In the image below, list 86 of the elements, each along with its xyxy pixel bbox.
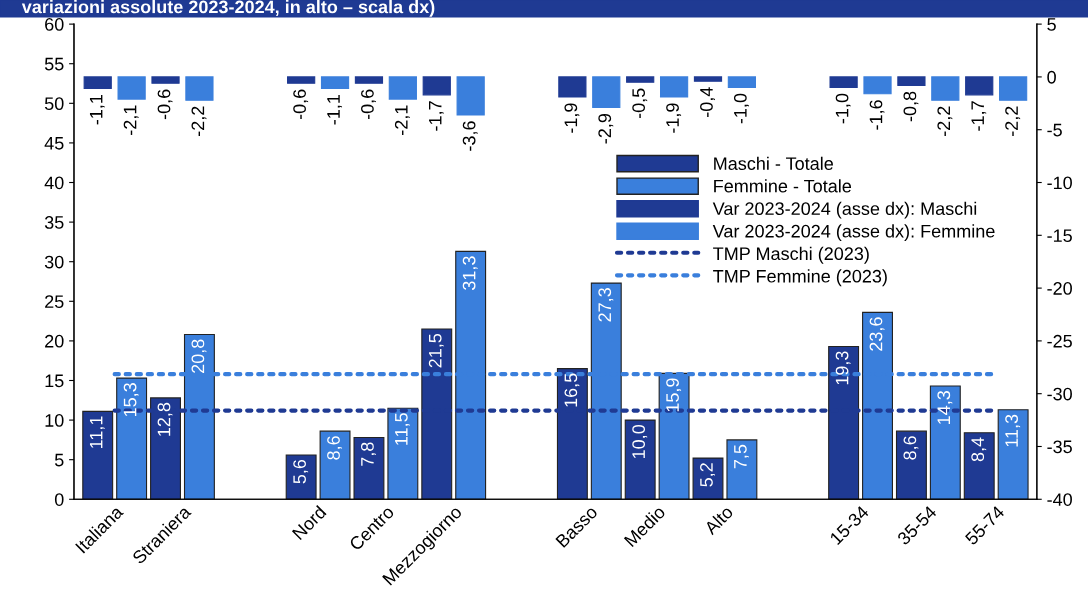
data-label: -2,9 [598,113,614,144]
bar [319,430,351,500]
data-label: 8,4 [971,437,987,462]
data-label: -2,1 [123,105,139,135]
bar [387,407,419,500]
data-label: -0,8 [903,91,919,122]
legend-label: TMP Femmine (2023) [713,269,887,287]
data-label: 27,3 [598,288,614,322]
data-label: 23,6 [869,317,885,351]
y-tick-label: 50 [44,97,64,111]
data-label: 14,3 [937,390,953,424]
data-label: -1,1 [327,94,343,125]
y2-tick-label: -30 [1047,387,1072,401]
y-tick-label: 35 [44,216,64,229]
data-label: -0,5 [632,88,648,119]
data-label: -1,0 [835,93,851,124]
legend-label: Femmine - Totale [714,179,852,193]
y2-tick-label: -15 [1047,229,1072,243]
y-tick-label: 0 [54,493,64,506]
y2-tick-label: 0 [1047,70,1056,84]
data-label: -0,6 [361,89,376,120]
data-label: -2,1 [394,105,410,135]
data-label: -3,6 [462,121,478,151]
data-label: 21,5 [428,333,444,368]
bar [726,439,758,500]
y-tick-label: 25 [45,295,64,309]
data-label: 5,2 [700,463,715,487]
data-label: -0,6 [157,89,173,120]
y-tick-label: 60 [45,18,64,31]
data-label: 15,9 [666,378,682,412]
data-label: 16,5 [564,373,580,407]
y-tick-label: 15 [45,374,64,388]
y-tick-label: 30 [44,255,64,269]
data-label: 5,6 [293,459,309,484]
bar [997,409,1029,500]
data-label: 7,5 [734,444,749,469]
bar [963,432,995,500]
y-tick-label: 20 [45,334,64,348]
data-label: -1,0 [733,93,749,124]
data-label: -1,9 [666,103,682,133]
chart-title: variazioni assolute 2023-2024, in alto – scala dx) [21,0,435,17]
data-label: -2,2 [1005,106,1021,137]
data-label: -0,4 [700,87,715,117]
data-label: 15,3 [123,383,139,417]
y2-tick-label: 5 [1047,18,1056,31]
data-label: 10,0 [632,424,648,459]
y2-tick-label: -35 [1047,440,1072,454]
data-label: -1,9 [564,103,580,133]
data-label: 19,3 [835,351,851,385]
data-label: 7,8 [361,442,376,466]
data-label: 11,3 [1005,414,1021,447]
legend-label: Var 2023-2024 (asse dx): Femmine [712,224,995,242]
y2-tick-label: -25 [1047,334,1072,348]
bar [285,454,317,500]
data-label: -0,6 [293,89,309,120]
y2-tick-label: -5 [1047,123,1062,137]
data-label: -2,2 [191,106,207,137]
legend-label: TMP Maschi (2023) [713,246,869,264]
data-label: 20,8 [191,339,207,373]
data-label: 11,1 [89,416,105,448]
data-label: 8,6 [327,436,343,460]
data-label: 31,3 [462,256,478,291]
x-tick-label: Alto [702,504,734,536]
bar [353,436,385,500]
data-label: 11,5 [395,413,410,445]
data-label: 12,8 [157,402,173,436]
y-tick-label: 55 [44,57,64,71]
y-tick-label: 5 [54,453,64,467]
legend-label: Var 2023-2024 (asse dx): Maschi [712,201,977,219]
data-label: -2,2 [937,106,953,137]
legend-label: Maschi - Totale [714,156,833,170]
data-label: -1,7 [429,101,444,131]
data-label: -1,7 [971,101,987,131]
y2-tick-label: -10 [1047,176,1072,190]
y-tick-label: 40 [44,176,64,190]
y-tick-label: 10 [45,414,64,427]
data-label: 8,6 [903,436,919,460]
bar [692,457,724,500]
bar [624,419,656,500]
bar [929,385,961,500]
data-label: -1,1 [89,94,105,125]
bar [895,430,927,500]
y-tick-label: 45 [44,137,64,150]
y2-tick-label: -40 [1047,493,1072,506]
data-label: -1,6 [869,100,885,130]
y2-tick-label: -20 [1047,282,1072,295]
